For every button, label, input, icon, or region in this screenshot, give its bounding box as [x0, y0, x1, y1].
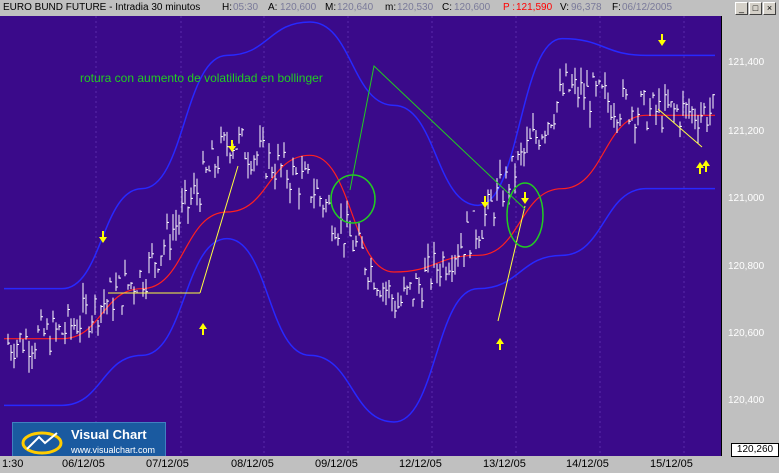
moving-average-line — [4, 114, 715, 340]
signal-arrow-icon — [99, 237, 107, 243]
minimize-button[interactable]: _ — [735, 2, 748, 15]
x-tick-label: 09/12/05 — [315, 458, 358, 470]
p-label: P : — [503, 2, 516, 13]
signal-arrow-icon — [521, 198, 529, 204]
breakout-circle — [330, 174, 376, 224]
instrument-title: EURO BUND FUTURE - Intradia 30 minutos — [3, 2, 201, 13]
a-label: A: — [268, 2, 278, 13]
h-label: H: — [222, 2, 232, 13]
y-tick-label: 121,000 — [728, 193, 765, 204]
x-tick-label: 06/12/05 — [62, 458, 105, 470]
signal-arrow-icon — [696, 162, 704, 168]
min-value: 120,530 — [397, 2, 434, 13]
x-tick-label: 07/12/05 — [146, 458, 189, 470]
trend-line — [497, 205, 526, 322]
trend-line — [199, 165, 239, 294]
p-value: 121,590 — [516, 2, 553, 13]
chart-header: EURO BUND FUTURE - Intradia 30 minutos H… — [0, 0, 779, 17]
lower-bollinger-band — [4, 187, 715, 423]
y-tick-label: 120,800 — [728, 261, 765, 272]
close-button[interactable]: × — [763, 2, 776, 15]
last-price-marker: 120,260 — [731, 443, 779, 457]
signal-arrow-icon — [199, 323, 207, 329]
c-value: 120,600 — [454, 2, 491, 13]
v-label: V: — [560, 2, 570, 13]
x-tick-label: 08/12/05 — [231, 458, 274, 470]
x-tick-label: 13/12/05 — [483, 458, 526, 470]
restore-button[interactable]: □ — [749, 2, 762, 15]
upper-bollinger-band — [3, 21, 715, 290]
signal-arrow-icon — [658, 40, 666, 46]
y-tick-label: 121,200 — [728, 126, 765, 137]
f-value: 06/12/2005 — [622, 2, 673, 13]
y-tick-label: 120,400 — [728, 395, 765, 406]
price-chart[interactable] — [0, 16, 721, 456]
signal-arrow-icon — [228, 146, 236, 152]
f-label: F: — [612, 2, 621, 13]
time-axis: 1:30 06/12/05 07/12/05 08/12/05 09/12/05… — [0, 456, 721, 473]
x-tick-label: 12/12/05 — [399, 458, 442, 470]
h-value: 05:30 — [233, 2, 259, 13]
trend-line — [657, 108, 703, 148]
y-tick-label: 121,400 — [728, 57, 765, 68]
signal-arrow-icon — [496, 338, 504, 344]
m-value: 120,640 — [337, 2, 374, 13]
min-label: m: — [385, 2, 397, 13]
c-label: C: — [442, 2, 452, 13]
price-axis: 121,400 121,200 121,000 120,800 120,600 … — [721, 16, 779, 456]
breakout-circle — [506, 182, 544, 248]
x-tick-label: 1:30 — [2, 458, 24, 470]
annotation-pointer-line — [349, 65, 526, 210]
chart-plot-area[interactable]: rotura con aumento de volatilidad en bol… — [0, 16, 721, 464]
v-value: 96,378 — [571, 2, 602, 13]
signal-arrow-icon — [481, 202, 489, 208]
logo-title: Visual Chart — [71, 427, 147, 442]
signal-arrow-icon — [702, 160, 710, 166]
y-tick-label: 120,600 — [728, 328, 765, 339]
logo-mark-icon — [21, 431, 63, 455]
x-tick-label: 14/12/05 — [566, 458, 609, 470]
logo-url: www.visualchart.com — [71, 445, 156, 455]
m-label: M: — [325, 2, 337, 13]
x-tick-label: 15/12/05 — [650, 458, 693, 470]
a-value: 120,600 — [280, 2, 317, 13]
chart-annotation: rotura con aumento de volatilidad en bol… — [80, 71, 323, 85]
